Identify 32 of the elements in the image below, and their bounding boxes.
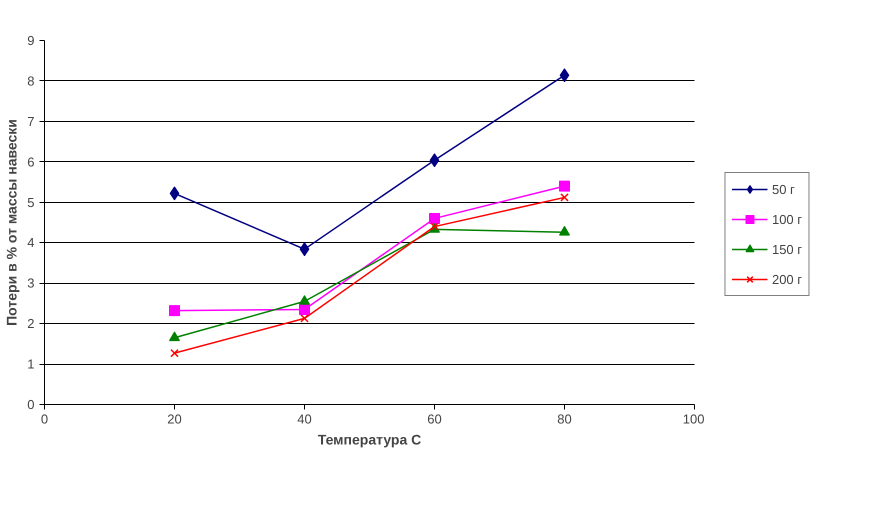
point bbox=[299, 295, 310, 305]
y-tick-label: 5 bbox=[27, 194, 35, 210]
y-axis-title: Потери в % от массы навески bbox=[3, 119, 20, 326]
y-tick-label: 7 bbox=[27, 114, 35, 129]
y-tick-label: 8 bbox=[27, 73, 35, 88]
y-tick-label: 2 bbox=[27, 316, 35, 332]
point bbox=[560, 193, 569, 202]
point bbox=[169, 305, 180, 316]
point bbox=[300, 314, 309, 323]
y-tick-label: 9 bbox=[27, 33, 35, 48]
legend-label: 150 г bbox=[772, 242, 802, 256]
legend-label: 50 г bbox=[772, 182, 795, 196]
point bbox=[299, 304, 310, 315]
x-tick-label: 100 bbox=[682, 412, 705, 426]
legend-label: 100 г bbox=[772, 212, 802, 226]
x-tick-label: 0 bbox=[40, 412, 48, 426]
point bbox=[559, 226, 570, 236]
x-axis-title: Температура С bbox=[318, 432, 422, 448]
y-tick-label: 6 bbox=[27, 154, 35, 170]
point bbox=[429, 212, 440, 224]
x-tick-label: 80 bbox=[557, 412, 572, 426]
point bbox=[169, 331, 180, 342]
x-tick-label: 40 bbox=[297, 412, 312, 426]
point bbox=[559, 180, 570, 192]
y-tick-label: 4 bbox=[27, 235, 35, 250]
y-tick-label: 0 bbox=[27, 397, 35, 412]
x-tick-label: 20 bbox=[167, 412, 182, 426]
x-tick-label: 60 bbox=[427, 412, 442, 426]
legend-label: 200 г bbox=[772, 272, 802, 286]
point bbox=[170, 348, 179, 358]
y-tick-label: 3 bbox=[27, 276, 35, 291]
y-tick-label: 1 bbox=[27, 356, 35, 372]
